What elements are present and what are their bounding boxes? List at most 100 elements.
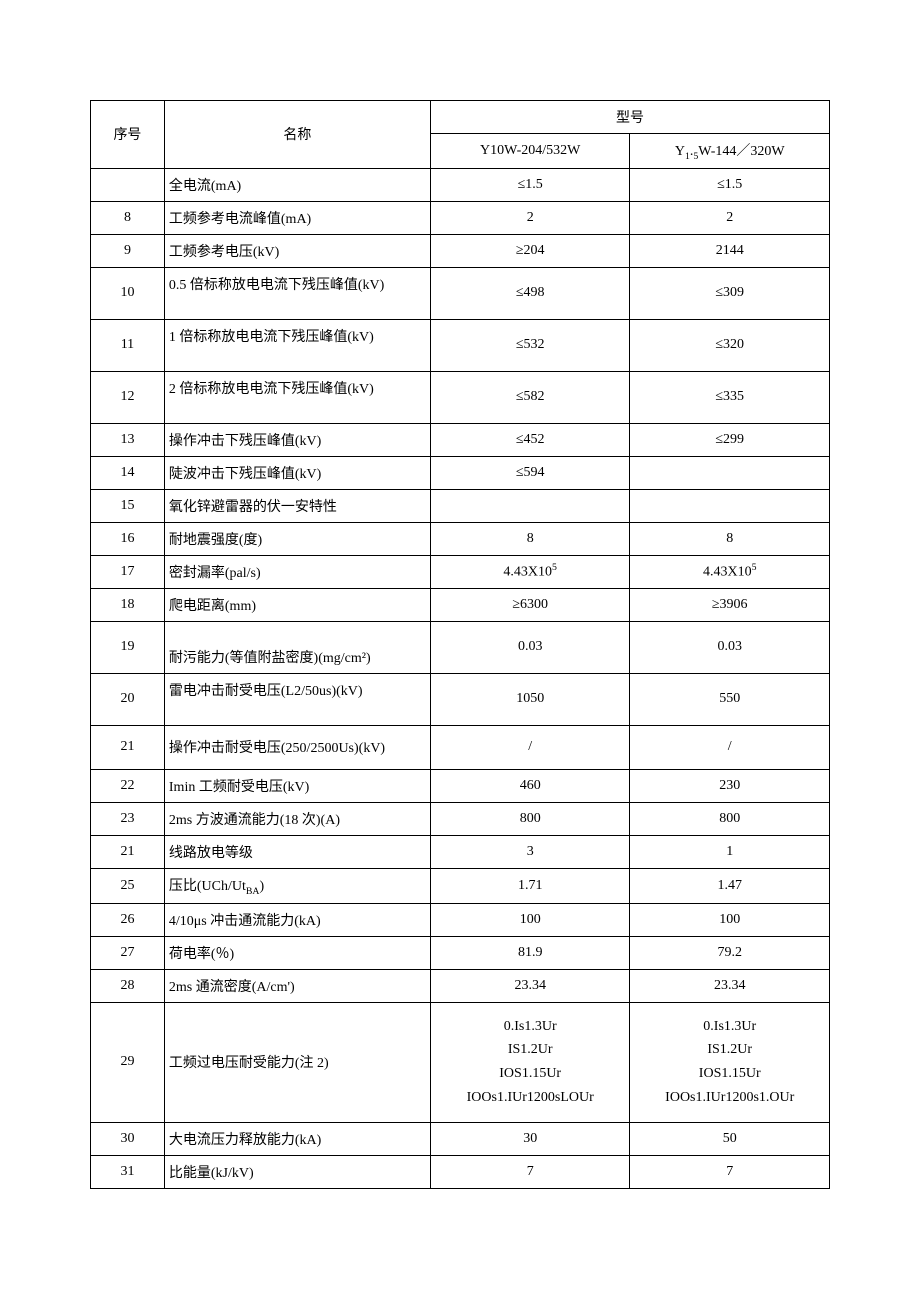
table-row: 15氧化锌避雷器的伏一安特性 (91, 489, 830, 522)
table-row: 100.5 倍标称放电电流下残压峰值(kV)≤498≤309 (91, 267, 830, 319)
cell-model-b: 79.2 (630, 936, 830, 969)
cell-model-a: 100 (430, 903, 630, 936)
cell-seq: 19 (91, 621, 165, 673)
cell-seq: 26 (91, 903, 165, 936)
cell-model-b: 50 (630, 1122, 830, 1155)
cell-model-b: 0.03 (630, 621, 830, 673)
cell-seq: 14 (91, 456, 165, 489)
cell-model-b: ≤320 (630, 319, 830, 371)
cell-seq: 15 (91, 489, 165, 522)
table-row: 232ms 方波通流能力(18 次)(A)800800 (91, 802, 830, 835)
cell-seq: 29 (91, 1002, 165, 1122)
cell-name: 耐污能力(等值附盐密度)(mg/cm²) (164, 621, 430, 673)
cell-model-b: ≤335 (630, 371, 830, 423)
cell-seq: 23 (91, 802, 165, 835)
cell-seq: 10 (91, 267, 165, 319)
spec-table: 序号 名称 型号 Y10W-204/532W Y1.5W-144／320W 全电… (90, 100, 830, 1189)
cell-name: 大电流压力释放能力(kA) (164, 1122, 430, 1155)
cell-model-a: 4.43X105 (430, 555, 630, 588)
cell-seq: 21 (91, 725, 165, 769)
cell-model-b: 2144 (630, 234, 830, 267)
cell-name: 工频参考电流峰值(mA) (164, 201, 430, 234)
table-row: 27荷电率(％)81.979.2 (91, 936, 830, 969)
cell-model-a: 0.03 (430, 621, 630, 673)
header-name: 名称 (164, 101, 430, 169)
cell-name: 2ms 方波通流能力(18 次)(A) (164, 802, 430, 835)
cell-model-a: 8 (430, 522, 630, 555)
cell-name: 荷电率(％) (164, 936, 430, 969)
cell-model-b: 1 (630, 835, 830, 868)
cell-name: Imin 工频耐受电压(kV) (164, 769, 430, 802)
cell-name: 耐地震强度(度) (164, 522, 430, 555)
cell-name: 2 倍标称放电电流下残压峰值(kV) (164, 371, 430, 423)
header-row-1: 序号 名称 型号 (91, 101, 830, 134)
cell-model-a: 23.34 (430, 969, 630, 1002)
cell-name: 压比(UCh/UtBA) (164, 868, 430, 903)
cell-model-a: ≥6300 (430, 588, 630, 621)
cell-model-b: 23.34 (630, 969, 830, 1002)
table-row: 30大电流压力释放能力(kA)3050 (91, 1122, 830, 1155)
table-row: 14陡波冲击下残压峰值(kV)≤594 (91, 456, 830, 489)
table-row: 18爬电距离(mm)≥6300≥3906 (91, 588, 830, 621)
table-body: 全电流(mA)≤1.5≤1.58工频参考电流峰值(mA)229工频参考电压(kV… (91, 168, 830, 1188)
table-row: 8工频参考电流峰值(mA)22 (91, 201, 830, 234)
cell-seq: 28 (91, 969, 165, 1002)
cell-name: 线路放电等级 (164, 835, 430, 868)
cell-model-a: 30 (430, 1122, 630, 1155)
cell-seq (91, 168, 165, 201)
cell-model-b: / (630, 725, 830, 769)
cell-model-b: ≤299 (630, 423, 830, 456)
cell-name: 0.5 倍标称放电电流下残压峰值(kV) (164, 267, 430, 319)
cell-name: 1 倍标称放电电流下残压峰值(kV) (164, 319, 430, 371)
cell-model-b: 4.43X105 (630, 555, 830, 588)
table-row: 全电流(mA)≤1.5≤1.5 (91, 168, 830, 201)
cell-model-b: 7 (630, 1155, 830, 1188)
cell-model-a: ≤452 (430, 423, 630, 456)
cell-seq: 12 (91, 371, 165, 423)
cell-seq: 18 (91, 588, 165, 621)
cell-model-b: 2 (630, 201, 830, 234)
header-model: 型号 (430, 101, 829, 134)
cell-name: 操作冲击下残压峰值(kV) (164, 423, 430, 456)
table-row: 29工频过电压耐受能力(注 2)0.Is1.3UrIS1.2UrIOS1.15U… (91, 1002, 830, 1122)
cell-name: 爬电距离(mm) (164, 588, 430, 621)
cell-seq: 13 (91, 423, 165, 456)
table-row: 9工频参考电压(kV)≥2042144 (91, 234, 830, 267)
table-row: 13操作冲击下残压峰值(kV)≤452≤299 (91, 423, 830, 456)
cell-name: 4/10μs 冲击通流能力(kA) (164, 903, 430, 936)
cell-model-b: ≤309 (630, 267, 830, 319)
cell-seq: 30 (91, 1122, 165, 1155)
cell-model-b (630, 489, 830, 522)
cell-model-a: 2 (430, 201, 630, 234)
header-model-b: Y1.5W-144／320W (630, 134, 830, 169)
table-row: 22Imin 工频耐受电压(kV)460230 (91, 769, 830, 802)
table-row: 122 倍标称放电电流下残压峰值(kV)≤582≤335 (91, 371, 830, 423)
cell-model-a: 81.9 (430, 936, 630, 969)
table-row: 25压比(UCh/UtBA)1.711.47 (91, 868, 830, 903)
cell-name: 陡波冲击下残压峰值(kV) (164, 456, 430, 489)
cell-model-b: 1.47 (630, 868, 830, 903)
cell-seq: 8 (91, 201, 165, 234)
cell-name: 工频参考电压(kV) (164, 234, 430, 267)
header-model-a: Y10W-204/532W (430, 134, 630, 169)
cell-name: 全电流(mA) (164, 168, 430, 201)
cell-model-a: 0.Is1.3UrIS1.2UrIOS1.15UrIOOs1.IUr1200sL… (430, 1002, 630, 1122)
cell-name: 2ms 通流密度(A/cm') (164, 969, 430, 1002)
cell-name: 氧化锌避雷器的伏一安特性 (164, 489, 430, 522)
cell-model-a: 1.71 (430, 868, 630, 903)
table-row: 111 倍标称放电电流下残压峰值(kV)≤532≤320 (91, 319, 830, 371)
cell-seq: 9 (91, 234, 165, 267)
cell-name: 操作冲击耐受电压(250/2500Us)(kV) (164, 725, 430, 769)
cell-model-a: 800 (430, 802, 630, 835)
cell-model-b: ≥3906 (630, 588, 830, 621)
table-row: 31比能量(kJ/kV)77 (91, 1155, 830, 1188)
cell-model-b: 230 (630, 769, 830, 802)
cell-seq: 20 (91, 673, 165, 725)
table-row: 264/10μs 冲击通流能力(kA)100100 (91, 903, 830, 936)
cell-model-a (430, 489, 630, 522)
cell-model-a: ≤582 (430, 371, 630, 423)
cell-seq: 11 (91, 319, 165, 371)
header-seq: 序号 (91, 101, 165, 169)
cell-model-a: 460 (430, 769, 630, 802)
cell-model-a: ≤532 (430, 319, 630, 371)
